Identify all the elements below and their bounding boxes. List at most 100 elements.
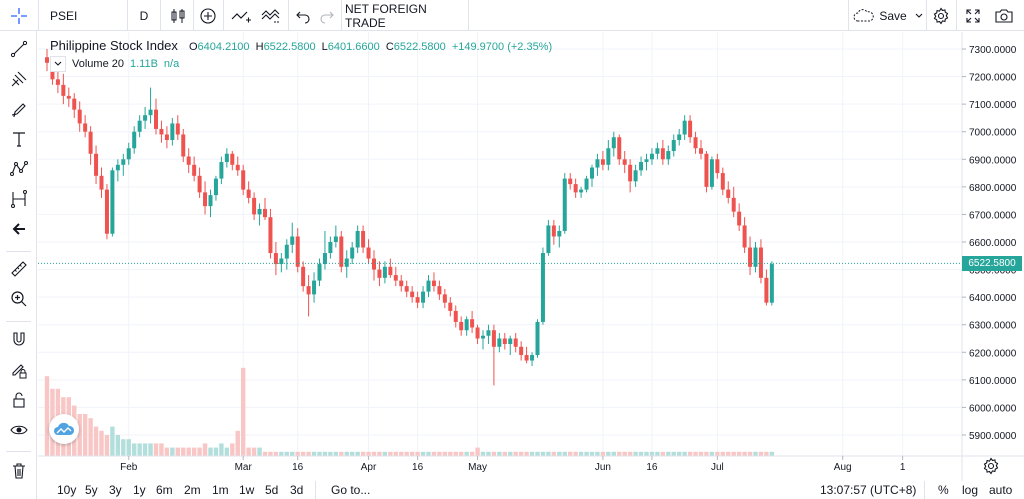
axis-settings-icon[interactable] [982,457,1002,477]
range-6m[interactable]: 6m [156,483,173,497]
arrow-left-icon[interactable] [4,216,33,242]
log-toggle[interactable]: log [962,483,979,497]
ruler-icon[interactable] [4,256,33,282]
candle-body [720,173,725,190]
candle-body [726,189,731,198]
candle-body [224,153,229,163]
candle-body [431,280,436,287]
time-tick-label: Feb [120,462,138,473]
candles-icon[interactable] [164,0,192,31]
candle-body [622,159,627,165]
candle-body [197,175,202,193]
volume-bar [682,451,687,456]
range-3d[interactable]: 3d [290,483,304,497]
logo-badge[interactable] [49,414,79,444]
range-1w[interactable]: 1w [239,483,255,497]
volume-bar [513,451,518,456]
candle-body [322,253,327,265]
text-icon[interactable] [4,126,33,152]
compare-icon[interactable] [196,0,220,31]
volume-bar [486,451,491,456]
legend-low: 6401.6600 [327,41,380,53]
volume-bar [529,451,535,456]
volume-bar [279,451,284,456]
indicator-button[interactable]: NET FOREIGN TRADE [345,0,465,31]
crosshair-icon[interactable] [0,0,38,31]
range-3y[interactable]: 3y [109,483,122,497]
candle-body [273,253,278,265]
volume-bar [764,451,769,456]
pattern-icon[interactable] [4,156,33,182]
volume-bar [191,447,197,456]
candle-body [268,217,273,254]
volume-bar [753,451,758,456]
time-tick-label: Jul [711,462,724,473]
percent-toggle[interactable]: % [938,483,949,497]
candle-body [377,269,382,278]
volume-bar [186,447,191,456]
symbol-search[interactable]: PSEI [44,0,124,31]
trend-line-icon[interactable] [4,36,33,62]
volume-bar [677,451,682,456]
candle-body [737,211,742,226]
interval-button[interactable]: D [131,0,157,31]
undo-icon[interactable] [292,0,314,31]
volume-bar [399,451,404,456]
range-5y[interactable]: 5y [85,483,98,497]
volume-bar [693,451,698,456]
cloud-logo-icon [54,422,75,435]
save-button[interactable]: Save [852,0,924,31]
candle-body [388,266,393,276]
auto-toggle[interactable]: auto [989,483,1013,497]
candle-body [508,338,513,345]
volume-bar [159,443,164,456]
magnet-icon[interactable] [4,327,33,353]
candle-body [132,131,137,149]
price-tick-label: 6600.0000 [969,238,1017,249]
candle-body [606,148,611,165]
range-5d[interactable]: 5d [265,483,279,497]
volume-legend: Volume 20 1.11B n/a [50,56,179,72]
templates-icon[interactable] [258,0,284,31]
time-axis[interactable]: Feb Mar 16 Apr 16 May Jun 16 Jul Aug 1 [38,455,1024,473]
volume-bar [698,451,704,456]
redo-icon[interactable] [316,0,338,31]
trash-icon[interactable] [4,458,33,484]
candle-body [628,164,633,182]
fullscreen-icon[interactable] [960,0,986,31]
gear-icon[interactable] [928,0,954,31]
candles [45,49,774,386]
zoom-in-icon[interactable] [4,286,33,312]
volume-bar [377,451,382,456]
price-tick-label: 6800.0000 [969,183,1017,194]
measure-icon[interactable] [4,186,33,212]
range-2m[interactable]: 2m [184,483,201,497]
range-1m[interactable]: 1m [212,483,229,497]
lock-pencil-icon[interactable] [4,357,33,383]
time-tick-label: Mar [235,462,253,473]
pitchfork-icon[interactable] [4,66,33,92]
volume-bar [731,451,736,456]
volume-bar [268,451,273,456]
range-10y[interactable]: 10y [57,483,77,497]
volume-bar [736,451,742,456]
volume-bar [311,451,317,456]
camera-icon[interactable] [990,0,1018,31]
lock-icon[interactable] [4,387,33,413]
volume-bar [442,451,448,456]
price-tick-label: 7100.0000 [969,100,1017,111]
brush-icon[interactable] [4,96,33,122]
range-1y[interactable]: 1y [133,483,146,497]
goto-button[interactable]: Go to... [331,483,371,497]
collapse-legend-button[interactable] [50,56,66,72]
legend-high-label: H [255,41,264,53]
eye-icon[interactable] [4,417,33,443]
indicators-icon[interactable] [228,0,254,31]
price-chart[interactable]: 5900.0000 6000.0000 6100.0000 6200.0000 6300… [38,32,1024,481]
volume-bar [660,451,666,456]
candle-body [486,330,491,336]
volume-bar [600,451,606,456]
candle-body [595,159,600,168]
candle-body [769,264,774,303]
volume-bar [284,451,289,456]
